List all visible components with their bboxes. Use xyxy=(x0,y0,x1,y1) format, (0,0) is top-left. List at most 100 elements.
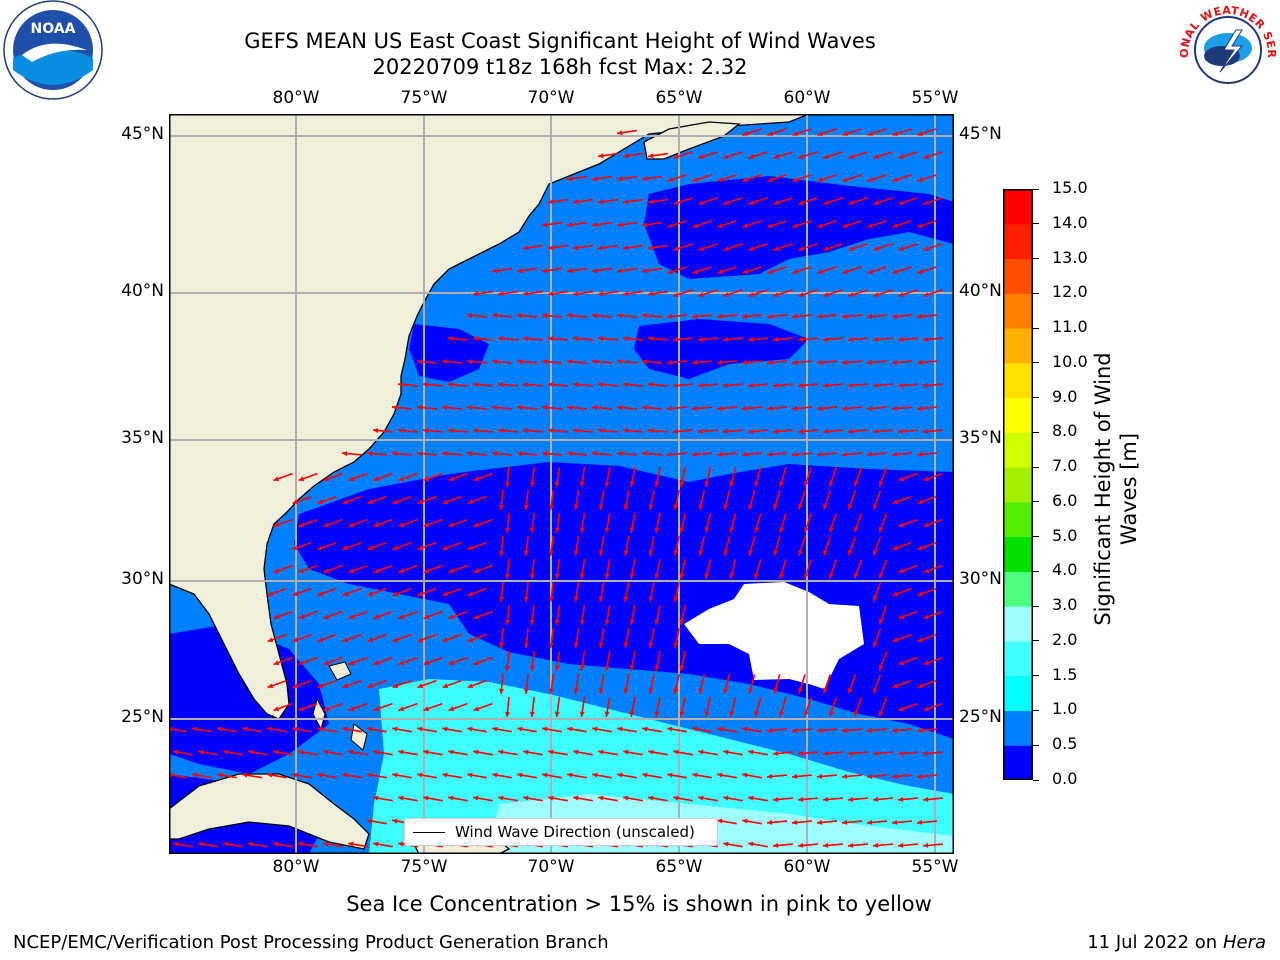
wave-arrow xyxy=(841,359,863,365)
wave-arrow xyxy=(248,841,268,848)
wave-arrow xyxy=(323,749,343,756)
map-canvas xyxy=(169,114,954,854)
wave-arrow xyxy=(917,128,937,136)
colorbar-tick xyxy=(1033,292,1039,294)
wave-arrow xyxy=(847,382,869,388)
wave-arrow xyxy=(342,772,362,779)
wave-arrow xyxy=(423,795,443,802)
wave-arrow xyxy=(592,726,612,733)
wave-arrow xyxy=(923,243,943,251)
wave-arrow xyxy=(398,749,418,756)
wave-arrow xyxy=(373,564,393,574)
wave-arrow xyxy=(317,495,337,505)
wave-arrow xyxy=(629,513,636,533)
wave-arrow xyxy=(422,428,444,434)
colorbar-label-12: 10.0 xyxy=(1052,351,1088,371)
wave-arrow xyxy=(767,266,787,274)
wave-arrow xyxy=(323,841,343,848)
wave-arrow xyxy=(872,842,894,848)
wave-arrow xyxy=(792,266,812,274)
wave-arrow xyxy=(779,559,787,579)
wave-arrow xyxy=(248,749,268,756)
wave-arrow xyxy=(754,513,762,533)
wave-arrow xyxy=(641,175,663,182)
wave-arrow xyxy=(673,749,693,756)
wave-arrow xyxy=(591,267,613,274)
wave-arrow xyxy=(529,559,535,579)
wave-arrow xyxy=(698,795,718,802)
wave-arrow xyxy=(692,174,712,182)
wave-arrow xyxy=(591,221,613,228)
wave-arrow xyxy=(916,313,938,319)
wave-arrow xyxy=(623,674,630,694)
wave-arrow xyxy=(647,336,669,342)
wave-arrow xyxy=(898,610,918,620)
wave-arrow xyxy=(622,244,644,251)
wave-arrow xyxy=(742,818,762,825)
wave-arrow xyxy=(591,451,613,457)
wave-arrow xyxy=(829,697,837,717)
wave-arrow xyxy=(923,610,943,620)
wave-arrow xyxy=(522,382,544,388)
wave-arrow xyxy=(891,359,913,365)
wave-arrow xyxy=(923,151,943,159)
wave-arrow xyxy=(391,405,413,411)
wave-arrow xyxy=(591,359,613,365)
wave-arrow xyxy=(654,467,661,487)
wave-arrow xyxy=(898,289,918,297)
wave-arrow xyxy=(548,795,568,802)
colorbar-tick xyxy=(1033,779,1039,781)
wave-arrow xyxy=(323,472,343,482)
wave-arrow xyxy=(342,633,362,643)
wave-arrow xyxy=(716,405,738,411)
wave-arrow xyxy=(698,289,718,297)
wave-arrow xyxy=(392,495,412,505)
wave-arrow xyxy=(729,559,737,579)
wave-arrow xyxy=(742,174,762,182)
wave-arrow xyxy=(398,518,418,528)
wave-arrow xyxy=(442,772,462,779)
wave-arrow xyxy=(448,472,468,482)
wave-arrow xyxy=(548,489,555,511)
colorbar-segment xyxy=(1003,293,1033,329)
colorbar-tick xyxy=(1033,466,1039,468)
wave-arrow xyxy=(741,313,763,319)
wave-arrow xyxy=(442,495,462,505)
wave-arrow xyxy=(505,467,510,487)
wave-arrow xyxy=(597,290,619,297)
wave-arrow xyxy=(742,266,762,274)
wave-arrow xyxy=(878,651,888,671)
wave-arrow xyxy=(742,128,762,136)
wave-arrow xyxy=(673,243,693,251)
wave-arrow xyxy=(566,221,588,228)
wave-arrow xyxy=(822,428,844,434)
wave-arrow xyxy=(667,220,687,228)
wave-arrow xyxy=(298,564,318,574)
colorbar-segment xyxy=(1003,397,1033,433)
wave-arrow xyxy=(541,313,563,319)
wave-arrow xyxy=(529,651,535,671)
wave-arrow xyxy=(767,174,787,182)
wave-arrow xyxy=(598,489,605,511)
wave-arrow xyxy=(541,267,563,274)
wave-arrow xyxy=(541,405,563,411)
wave-arrow xyxy=(667,174,687,182)
wave-arrow xyxy=(779,513,787,533)
wave-arrow xyxy=(922,382,944,388)
wave-arrow xyxy=(579,558,586,580)
wave-arrow xyxy=(822,382,844,388)
wave-arrow xyxy=(591,405,613,411)
wave-arrow xyxy=(616,221,638,228)
wave-arrow xyxy=(917,174,937,182)
wave-arrow xyxy=(442,726,462,733)
wave-arrow xyxy=(697,336,719,342)
colorbar-label-13: 11.0 xyxy=(1052,317,1088,337)
wave-arrow xyxy=(423,472,443,482)
colorbar-label-5: 3.0 xyxy=(1052,595,1078,615)
wave-arrow xyxy=(472,290,494,297)
wave-arrow xyxy=(867,174,887,182)
wave-arrow xyxy=(516,451,538,457)
wave-arrow xyxy=(616,451,638,457)
wave-arrow xyxy=(317,633,337,643)
wave-arrow xyxy=(223,841,243,848)
